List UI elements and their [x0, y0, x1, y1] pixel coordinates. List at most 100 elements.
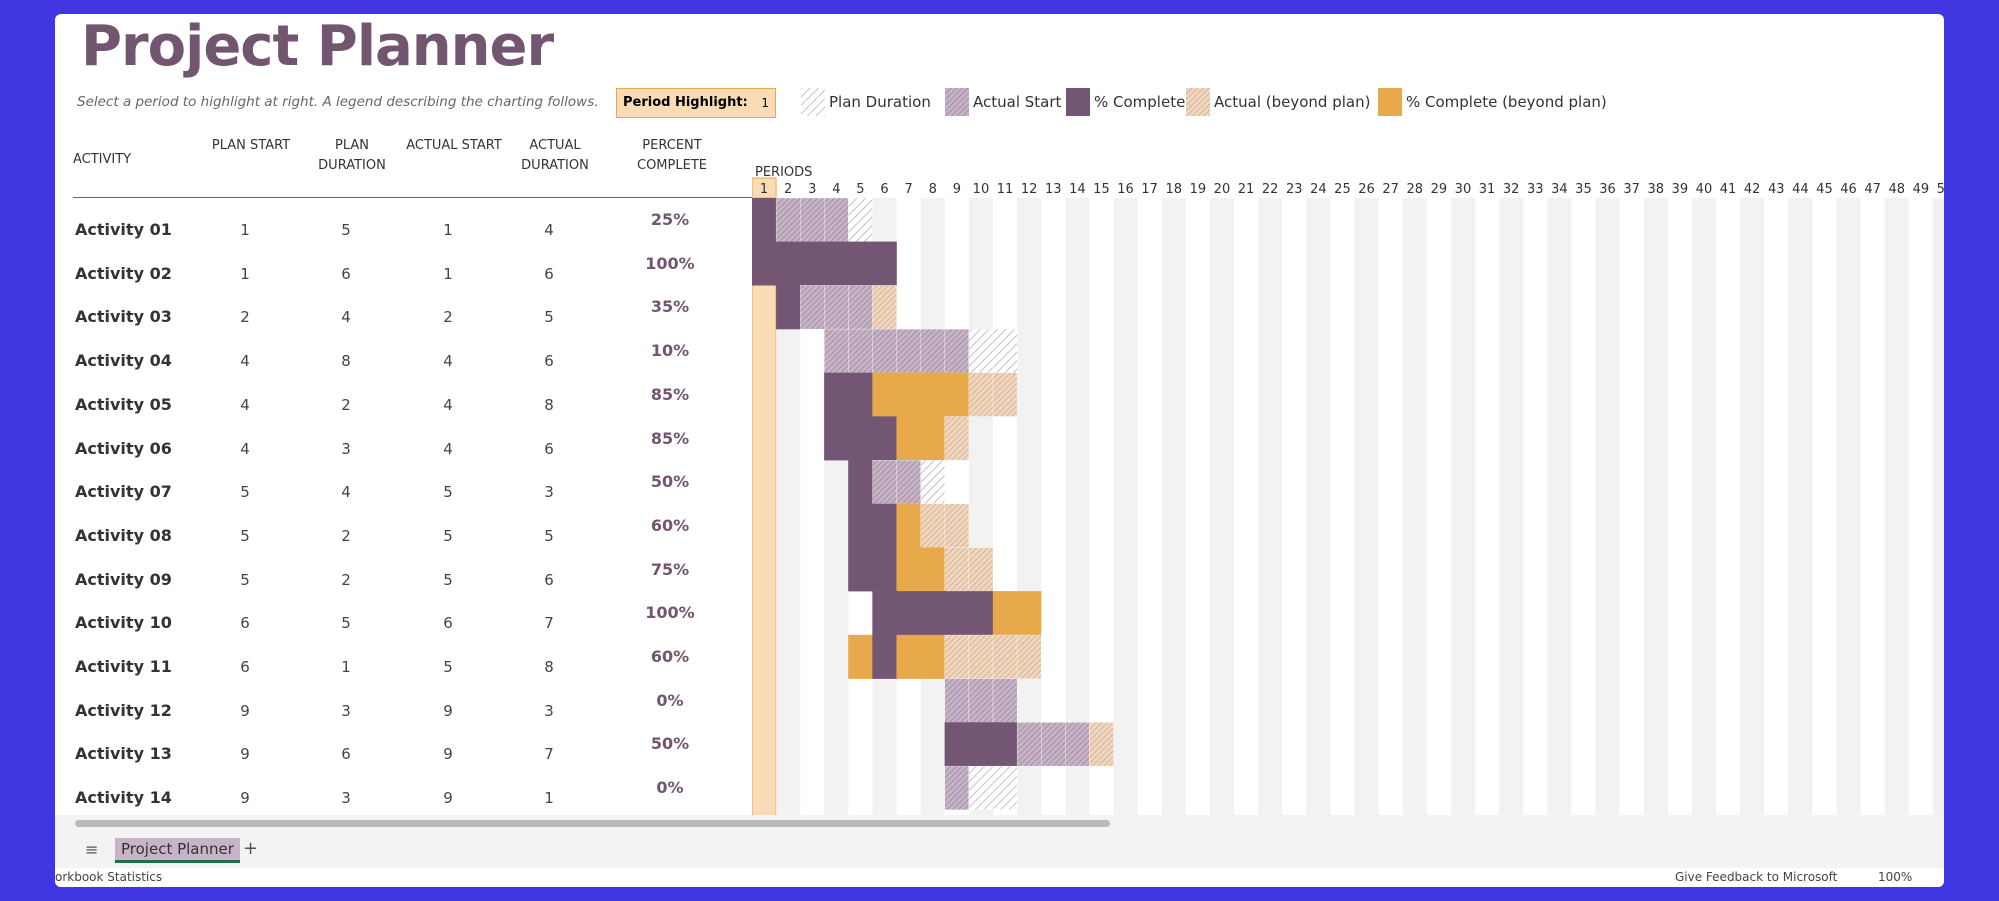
- period-highlight[interactable]: Period Highlight: 1: [616, 88, 776, 118]
- cell-value: 6: [240, 658, 250, 676]
- period-number: 16: [1117, 182, 1134, 197]
- column-header: ACTIVITY: [73, 152, 132, 167]
- cell-value: 4: [443, 395, 453, 414]
- gantt-cell: [944, 416, 970, 461]
- period-stripe: [1788, 198, 1813, 815]
- period-number: 13: [1045, 182, 1062, 197]
- period-number: 49: [1913, 182, 1930, 197]
- period-stripe: [1306, 198, 1331, 815]
- period-number: 43: [1768, 182, 1785, 197]
- gantt-cell: [992, 372, 1018, 417]
- period-number: 33: [1527, 182, 1544, 197]
- period-number: 42: [1744, 182, 1761, 197]
- gantt-cell: [872, 634, 897, 679]
- period-number: 46: [1840, 182, 1857, 197]
- period-number: 25: [1334, 182, 1351, 197]
- period-number: 18: [1165, 182, 1182, 197]
- gantt-cell: [872, 591, 897, 636]
- percent-complete: 50%: [650, 472, 690, 492]
- cell-value: 6: [544, 264, 554, 283]
- activity-name: Activity 11: [75, 657, 172, 676]
- activity-name: Activity 14: [75, 788, 172, 808]
- periods-label: PERIODS: [755, 165, 812, 180]
- period-number: 17: [1141, 182, 1158, 197]
- cell-value: 6: [544, 439, 554, 458]
- subtitle: Select a period to highlight at right. A…: [77, 94, 599, 110]
- legend-label: % Complete: [1094, 93, 1186, 111]
- cell-value: 5: [341, 614, 351, 633]
- period-number: 2: [784, 182, 792, 197]
- gantt-cell: [920, 634, 945, 679]
- gantt-cell: [896, 328, 921, 373]
- excel-window: Project Planner Select a period to highl…: [55, 14, 1944, 887]
- cell-value: 1: [341, 658, 351, 676]
- cell-value: 1: [240, 264, 250, 283]
- period-number: 20: [1214, 182, 1231, 197]
- period-number: 22: [1262, 182, 1279, 197]
- period-stripe: [1065, 198, 1090, 815]
- zoom[interactable]: 100%: [1878, 870, 1913, 884]
- gantt-cell: [872, 460, 897, 505]
- status-left[interactable]: orkbook Statistics: [55, 870, 163, 884]
- column-header: ACTUAL START: [406, 138, 502, 153]
- period-stripe: [1740, 198, 1765, 815]
- gantt-cell: [944, 328, 970, 373]
- cell-value: 5: [240, 526, 250, 545]
- cell-value: 2: [341, 570, 351, 589]
- activity-name: Activity 13: [75, 744, 172, 764]
- header-rule: [73, 197, 753, 198]
- period-stripe: [1161, 198, 1186, 815]
- scrollbar[interactable]: [55, 815, 1944, 833]
- scroll-thumb[interactable]: [75, 820, 1110, 827]
- percent-complete: 10%: [650, 341, 690, 361]
- gantt-cell: [944, 591, 970, 636]
- period-number: 39: [1672, 182, 1689, 197]
- gantt-cell: [896, 460, 921, 505]
- gantt-cell: [968, 765, 994, 810]
- gantt-cell: [1041, 722, 1066, 767]
- cell-value: 3: [341, 789, 351, 808]
- activity-name: Activity 06: [75, 438, 172, 458]
- period-number: 50: [1937, 182, 1944, 197]
- period-stripe: [1402, 198, 1427, 815]
- gantt-cell: [944, 678, 970, 723]
- sheet-tab[interactable]: Project Planner: [115, 838, 240, 863]
- gantt-cell: [848, 503, 873, 548]
- percent-complete: 60%: [650, 515, 690, 535]
- cell-value: 3: [544, 483, 554, 502]
- cell-value: 4: [443, 439, 453, 458]
- add-sheet[interactable]: +: [243, 838, 259, 859]
- period-number: 40: [1696, 182, 1713, 197]
- gantt-cell: [848, 460, 873, 505]
- cell-value: 5: [443, 483, 453, 502]
- gantt-cell: [968, 634, 994, 679]
- period-number: 48: [1888, 182, 1905, 197]
- feedback[interactable]: Give Feedback to Microsoft: [1675, 870, 1838, 884]
- activity-name: Activity 10: [75, 613, 172, 633]
- column-header: PERCENT COMPLETE: [637, 138, 707, 173]
- gantt-cell: [824, 328, 849, 373]
- percent-complete: 25%: [650, 210, 690, 229]
- gantt-cell: [848, 328, 873, 373]
- period-number: 34: [1551, 182, 1568, 197]
- gantt-cell: [824, 285, 849, 330]
- gantt-cell: [872, 547, 897, 592]
- cell-value: 7: [544, 614, 554, 633]
- period-number: 1: [760, 182, 768, 197]
- sheet-menu[interactable]: ≡: [85, 840, 99, 859]
- activity-name: Activity 07: [75, 482, 172, 502]
- cell-value: 3: [544, 701, 554, 720]
- period-stripe: [1450, 198, 1475, 815]
- period-number: 5: [856, 182, 864, 197]
- gantt-cell: [896, 591, 921, 636]
- gantt-cell: [944, 547, 970, 592]
- period-number: 6: [880, 182, 888, 197]
- period-stripe: [1932, 198, 1944, 815]
- cell-value: 5: [443, 658, 453, 676]
- gantt-cell: [920, 372, 945, 417]
- legend-swatch: [801, 88, 825, 116]
- period-highlight-value[interactable]: 1: [761, 96, 769, 110]
- gantt-cell: [920, 460, 945, 505]
- period-number: 28: [1406, 182, 1423, 197]
- cell-value: 6: [240, 614, 250, 633]
